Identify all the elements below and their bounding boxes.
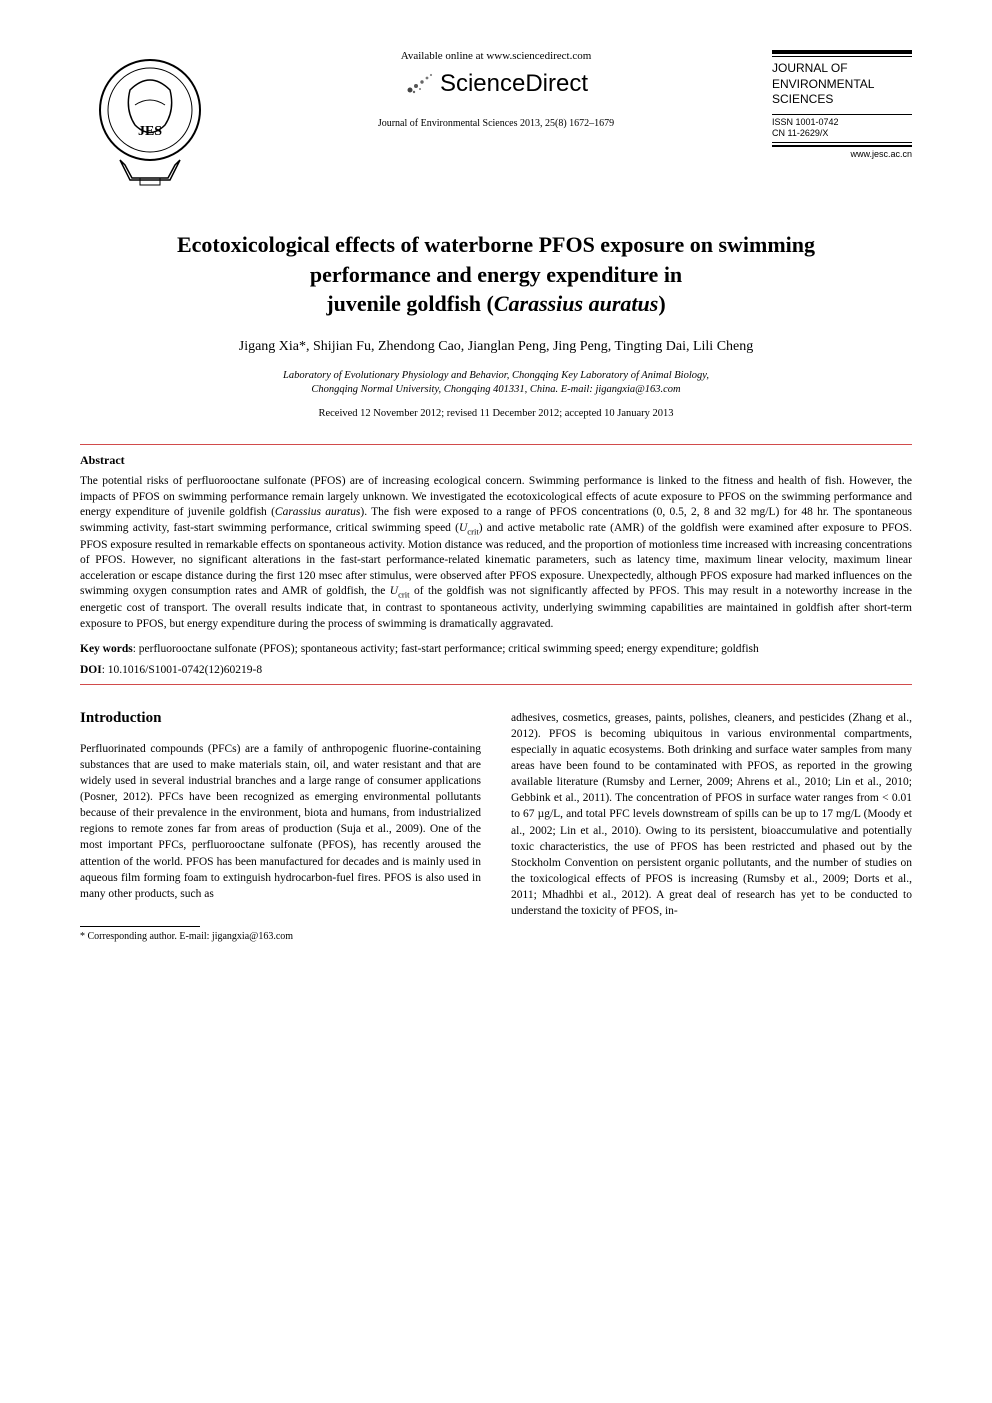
journal-issn: ISSN 1001-0742 bbox=[772, 117, 839, 127]
divider-bottom bbox=[80, 684, 912, 685]
available-online-text: Available online at www.sciencedirect.co… bbox=[240, 50, 752, 62]
doi: DOI: 10.1016/S1001-0742(12)60219-8 bbox=[80, 664, 912, 676]
abstract-crit2: crit bbox=[398, 590, 409, 600]
sciencedirect-icon bbox=[404, 72, 434, 96]
keywords-text: : perfluorooctane sulfonate (PFOS); spon… bbox=[133, 643, 759, 655]
journal-name-line3: SCIENCES bbox=[772, 92, 833, 106]
journal-issn-block: ISSN 1001-0742 CN 11-2629/X bbox=[772, 114, 912, 143]
title-line3-suffix: ) bbox=[658, 291, 665, 316]
journal-name-line1: JOURNAL OF bbox=[772, 61, 848, 75]
sciencedirect-brand: ScienceDirect bbox=[240, 70, 752, 98]
journal-emblem-icon: JES bbox=[80, 50, 220, 190]
abstract-heading: Abstract bbox=[80, 453, 912, 468]
affiliation-line1: Laboratory of Evolutionary Physiology an… bbox=[283, 370, 709, 381]
intro-heading: Introduction bbox=[80, 710, 481, 727]
footnote-divider bbox=[80, 926, 200, 927]
jes-logo: JES bbox=[80, 50, 220, 190]
corresponding-author-footnote: * Corresponding author. E-mail: jigangxi… bbox=[80, 931, 481, 942]
keywords: Key words: perfluorooctane sulfonate (PF… bbox=[80, 642, 912, 658]
affiliation-line2: Chongqing Normal University, Chongqing 4… bbox=[311, 384, 680, 395]
title-species: Carassius auratus bbox=[494, 291, 658, 316]
box-bar-mid bbox=[772, 56, 912, 57]
divider-top bbox=[80, 444, 912, 445]
abstract-species: Carassius auratus bbox=[275, 506, 360, 518]
sciencedirect-label: ScienceDirect bbox=[440, 70, 588, 98]
svg-text:JES: JES bbox=[138, 124, 162, 139]
header-row: JES Available online at www.sciencedirec… bbox=[80, 50, 912, 190]
affiliation: Laboratory of Evolutionary Physiology an… bbox=[80, 369, 912, 396]
article-dates: Received 12 November 2012; revised 11 De… bbox=[80, 408, 912, 419]
journal-info-box: JOURNAL OF ENVIRONMENTAL SCIENCES ISSN 1… bbox=[772, 50, 912, 159]
title-line3-prefix: juvenile goldfish ( bbox=[326, 291, 493, 316]
intro-para-right: adhesives, cosmetics, greases, paints, p… bbox=[511, 710, 912, 919]
authors: Jigang Xia*, Shijian Fu, Zhendong Cao, J… bbox=[80, 339, 912, 355]
journal-url: www.jesc.ac.cn bbox=[772, 145, 912, 159]
doi-label: DOI bbox=[80, 664, 102, 676]
title-line1: Ecotoxicological effects of waterborne P… bbox=[177, 232, 815, 257]
intro-para-left: Perfluorinated compounds (PFCs) are a fa… bbox=[80, 741, 481, 902]
box-bar-top bbox=[772, 50, 912, 54]
journal-name: JOURNAL OF ENVIRONMENTAL SCIENCES bbox=[772, 61, 912, 108]
intro-column-right: adhesives, cosmetics, greases, paints, p… bbox=[511, 710, 912, 942]
abstract-ucrit2: U bbox=[390, 585, 398, 597]
abstract-text: The potential risks of perfluorooctane s… bbox=[80, 474, 912, 632]
keywords-label: Key words bbox=[80, 643, 133, 655]
journal-name-line2: ENVIRONMENTAL bbox=[772, 77, 874, 91]
intro-column-left: Introduction Perfluorinated compounds (P… bbox=[80, 710, 481, 942]
doi-text: : 10.1016/S1001-0742(12)60219-8 bbox=[102, 664, 262, 676]
title-line2: performance and energy expenditure in bbox=[310, 262, 682, 287]
journal-citation: Journal of Environmental Sciences 2013, … bbox=[240, 118, 752, 129]
journal-cn: CN 11-2629/X bbox=[772, 128, 828, 138]
abstract-crit1: crit bbox=[467, 526, 478, 536]
intro-section: Introduction Perfluorinated compounds (P… bbox=[80, 710, 912, 942]
header-center: Available online at www.sciencedirect.co… bbox=[220, 50, 772, 129]
article-title: Ecotoxicological effects of waterborne P… bbox=[80, 230, 912, 319]
